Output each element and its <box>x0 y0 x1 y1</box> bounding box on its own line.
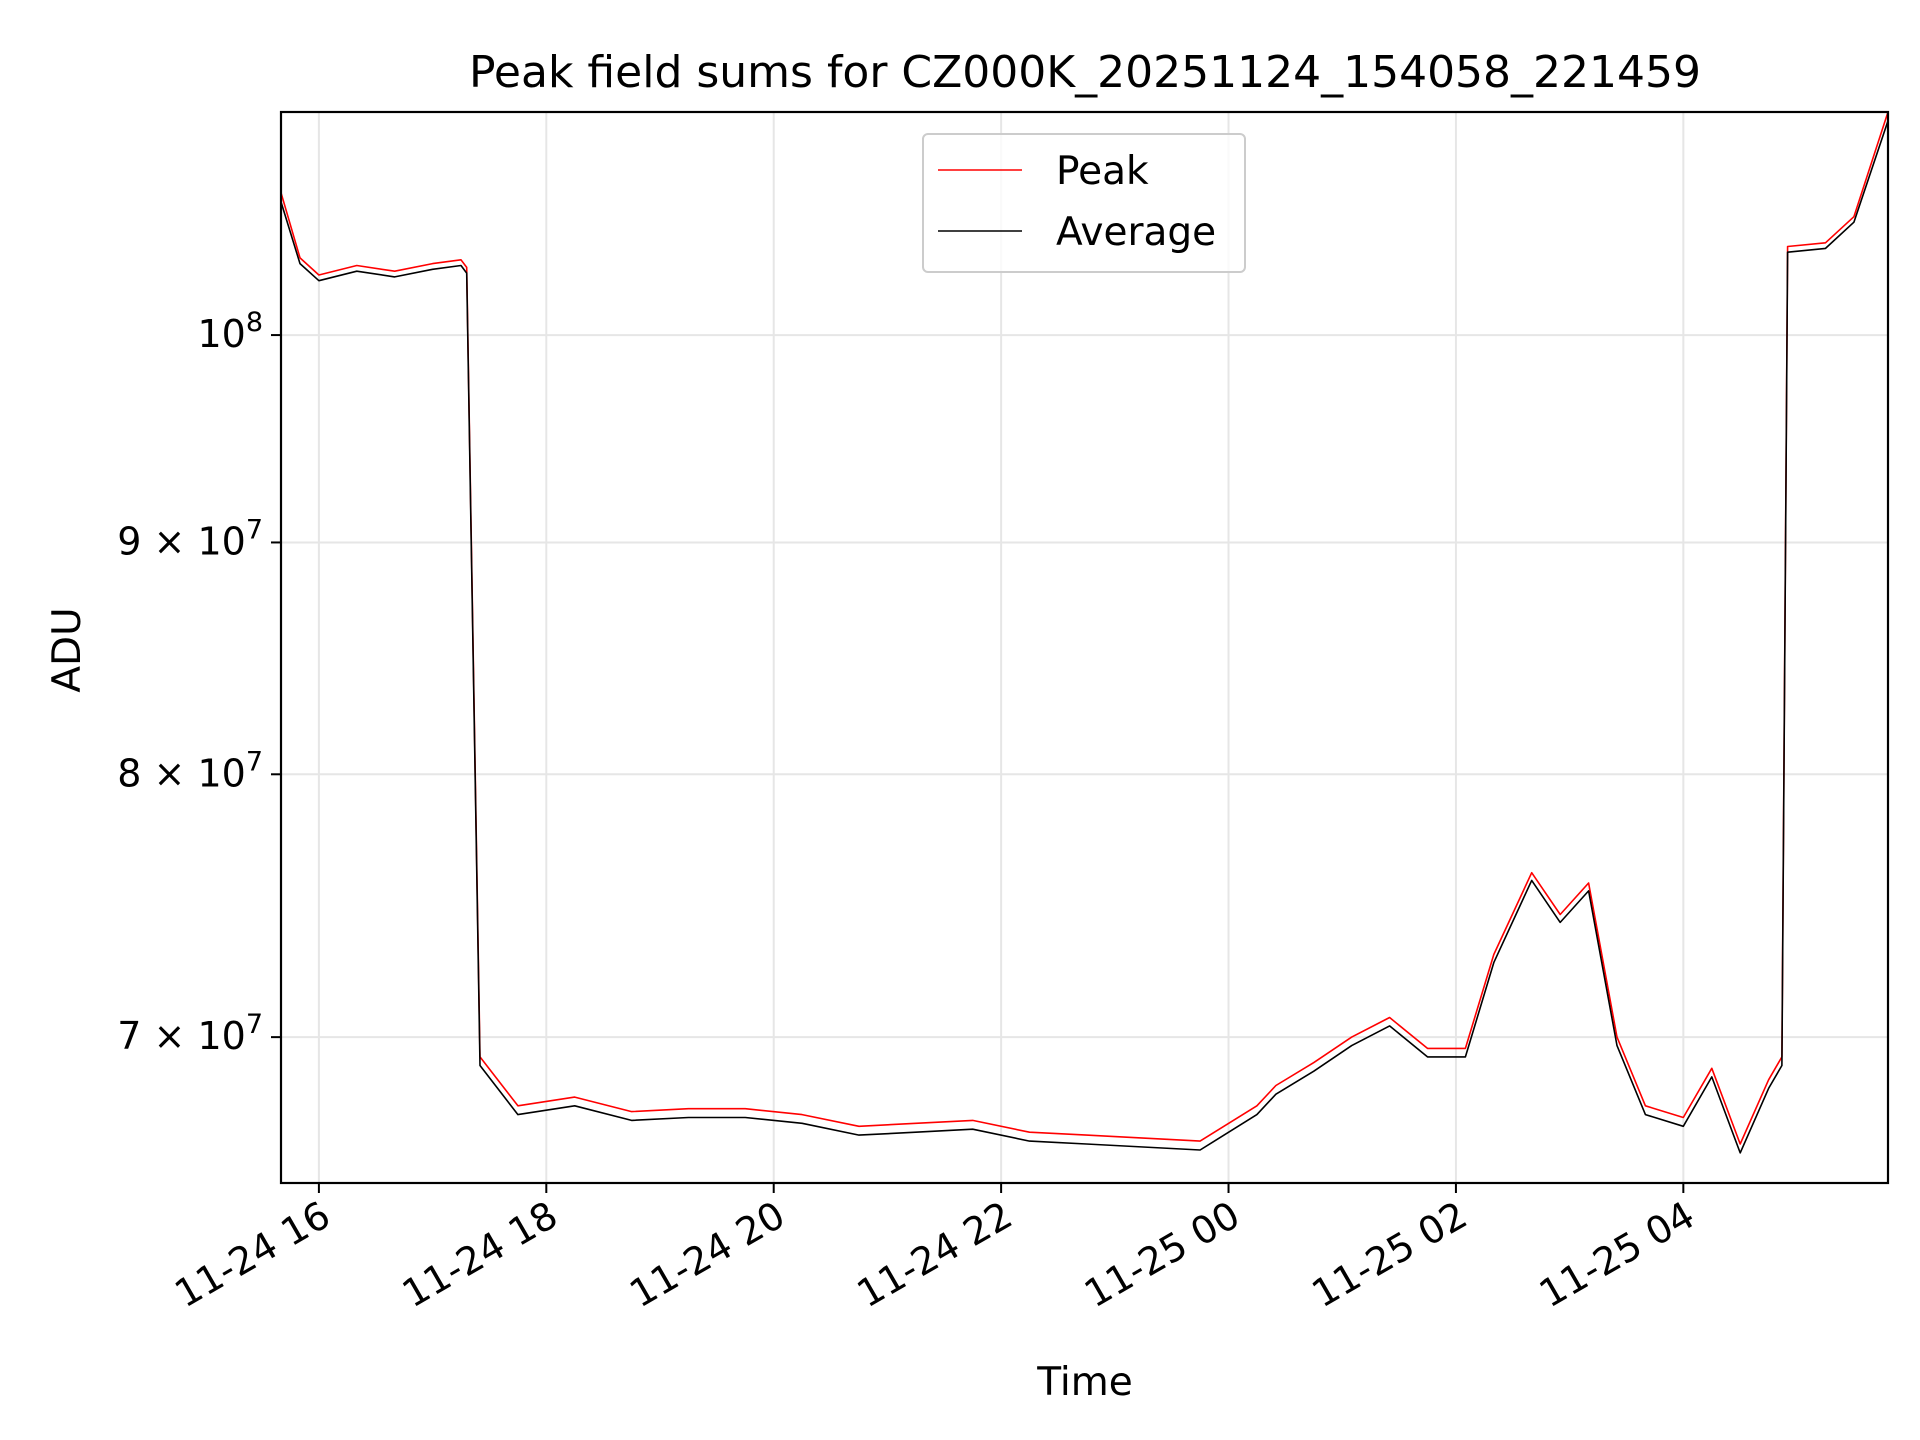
grid <box>281 112 1888 1183</box>
legend-label-peak: Peak <box>1056 149 1149 194</box>
legend-box <box>922 133 1246 273</box>
chart-title: Peak field sums for CZ000K_20251124_1540… <box>469 47 1701 98</box>
series-lines <box>280 111 1889 1154</box>
y-axis-label: ADU <box>45 607 90 692</box>
y-tick-label: 8 × 107 <box>117 746 263 795</box>
plot-area-frame <box>279 110 1890 1185</box>
y-tick-label: 7 × 107 <box>117 1009 263 1058</box>
series-line-average <box>280 120 1889 1154</box>
legend: Peak Average <box>922 133 1246 273</box>
y-tick-label: 9 × 107 <box>117 514 263 563</box>
y-tick-label: 108 <box>197 307 263 356</box>
x-axis-label: Time <box>1036 1360 1132 1405</box>
legend-label-average: Average <box>1056 210 1216 255</box>
